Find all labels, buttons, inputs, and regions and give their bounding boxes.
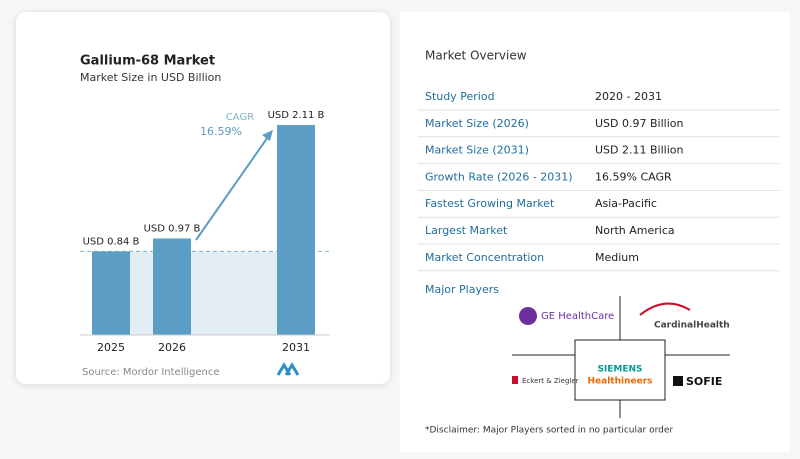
value-label: USD 0.97 B <box>144 223 201 234</box>
chart-subtitle: Market Size in USD Billion <box>80 71 221 84</box>
row-label: Growth Rate (2026 - 2031) <box>425 170 573 183</box>
row-label: Largest Market <box>425 224 508 237</box>
cagr-label: CAGR <box>226 112 254 123</box>
players-title: Major Players <box>425 283 499 296</box>
player-logo: GE HealthCare <box>541 311 614 322</box>
row-label: Study Period <box>425 90 495 103</box>
x-tick-label: 2031 <box>282 341 310 354</box>
row-label: Market Size (2026) <box>425 117 529 130</box>
row-value: Medium <box>595 251 639 264</box>
player-logo: Eckert & Ziegler <box>522 377 579 385</box>
chart-title: Gallium-68 Market <box>80 54 215 69</box>
players-grid <box>512 296 730 418</box>
brand-logo <box>276 362 300 376</box>
row-value: Asia-Pacific <box>595 197 657 210</box>
player-logo: SIEMENS <box>597 365 642 375</box>
row-value: USD 2.11 Billion <box>595 144 683 157</box>
row-value: 2020 - 2031 <box>595 90 662 103</box>
value-label: USD 2.11 B <box>268 110 325 121</box>
cagr-arrow <box>195 133 271 241</box>
row-label: Fastest Growing Market <box>425 197 555 210</box>
row-value: North America <box>595 224 675 237</box>
value-label: USD 0.84 B <box>83 236 140 247</box>
sofie-logo-icon <box>673 376 683 386</box>
bar <box>92 251 130 335</box>
overview-panel <box>400 12 790 452</box>
disclaimer: *Disclaimer: Major Players sorted in no … <box>425 426 673 436</box>
x-tick-label: 2026 <box>158 341 186 354</box>
player-logo: SOFIE <box>686 375 722 388</box>
overview-title: Market Overview <box>425 49 527 63</box>
row-value: 16.59% CAGR <box>595 170 672 183</box>
ge-logo-icon <box>519 307 537 325</box>
row-value: USD 0.97 Billion <box>595 117 683 130</box>
row-label: Market Concentration <box>425 251 544 264</box>
source: Source: Mordor Intelligence <box>82 367 220 378</box>
row-label: Market Size (2031) <box>425 144 529 157</box>
player-logo: CardinalHealth <box>654 321 730 331</box>
x-tick-label: 2025 <box>97 341 125 354</box>
ez-logo-icon <box>512 376 518 384</box>
bar <box>277 125 315 335</box>
cagr-value: 16.59% <box>200 125 242 138</box>
cardinal-logo-icon <box>639 302 691 316</box>
cagr-arrowhead <box>262 130 273 141</box>
bar <box>153 238 191 335</box>
player-logo: Healthineers <box>588 377 653 387</box>
